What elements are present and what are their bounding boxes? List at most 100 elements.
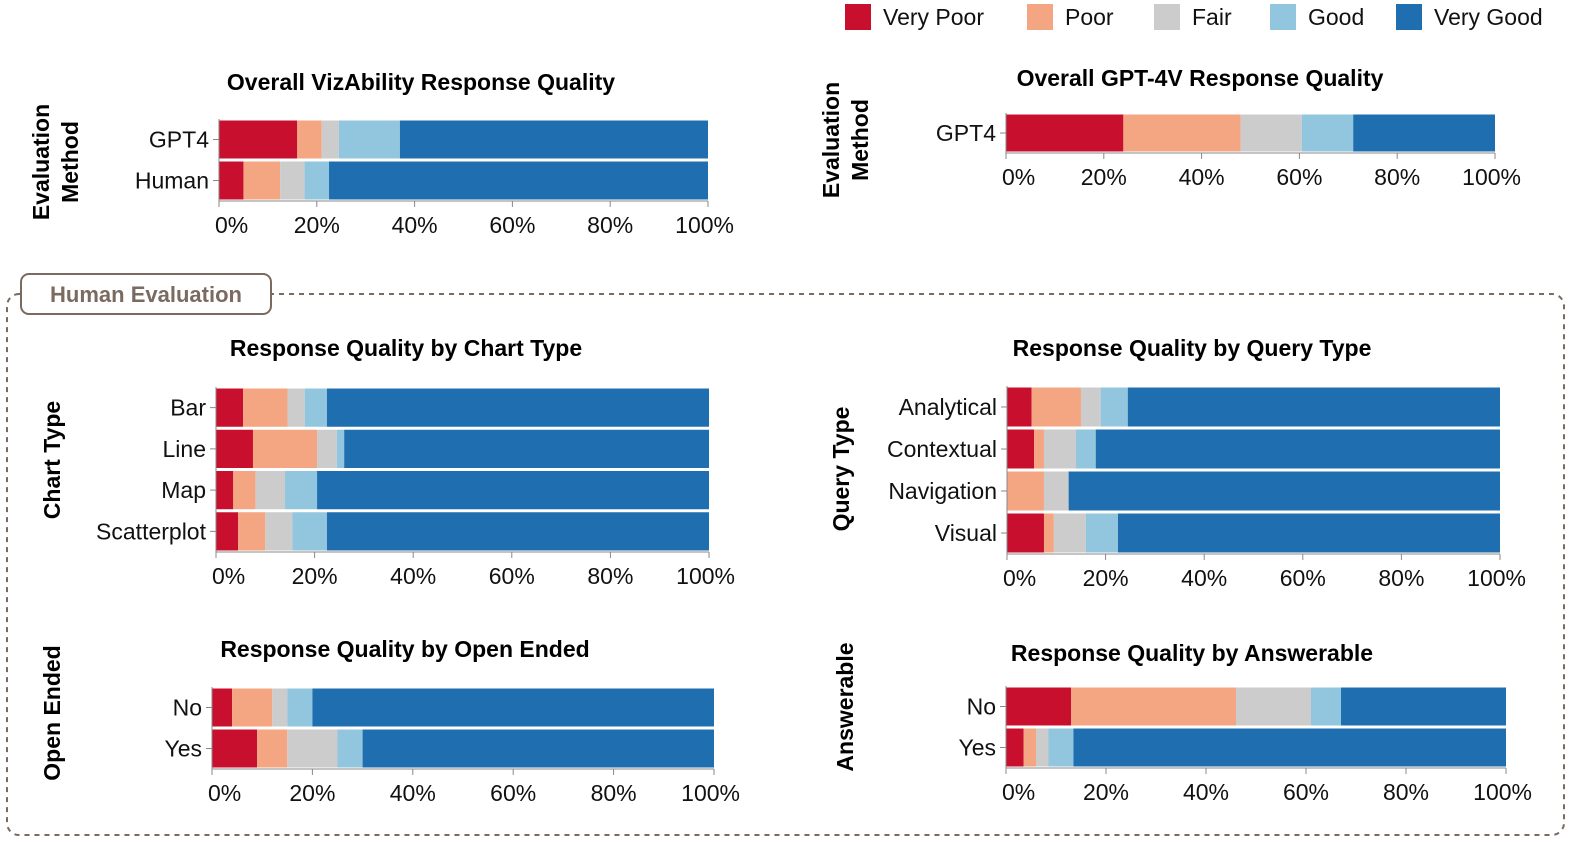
category-label: Bar bbox=[170, 395, 206, 421]
x-tick-label: 100% bbox=[681, 780, 740, 806]
legend-item-very-good: Very Good bbox=[1396, 4, 1543, 30]
bar-row-yes bbox=[1006, 728, 1506, 767]
x-tick-label: 20% bbox=[1083, 779, 1129, 805]
category-label: Human bbox=[135, 168, 209, 194]
bar-segment-good bbox=[1048, 728, 1074, 767]
bar-row-bar bbox=[216, 388, 709, 427]
chart-title: Response Quality by Answerable bbox=[1011, 640, 1373, 666]
category-label: No bbox=[173, 695, 202, 721]
bar-segment-good bbox=[304, 388, 327, 427]
chart-4: Response Quality by Query Type Query Type… bbox=[828, 335, 1526, 591]
bar-row-visual bbox=[1007, 513, 1500, 553]
human-evaluation-group: Human Evaluation bbox=[6, 273, 1565, 836]
bar-segment-fair bbox=[1043, 471, 1069, 511]
bar-segment-good bbox=[285, 471, 318, 510]
x-tick-label: 80% bbox=[1383, 779, 1429, 805]
bar-segment-poor bbox=[257, 729, 288, 768]
category-label: Map bbox=[161, 477, 206, 503]
bar-row-no bbox=[1006, 687, 1506, 726]
x-tick-label: 100% bbox=[676, 563, 735, 589]
x-tick-label: 20% bbox=[1083, 565, 1129, 591]
bar-row-gpt4 bbox=[1006, 114, 1495, 152]
chart-title: Overall GPT-4V Response Quality bbox=[1017, 65, 1384, 91]
bar-segment-very-poor bbox=[1007, 387, 1032, 427]
bar-segment-very-good bbox=[1353, 114, 1495, 152]
legend-label-fair: Fair bbox=[1192, 4, 1232, 30]
x-tick-label: 60% bbox=[489, 212, 535, 238]
bar-segment-poor bbox=[233, 471, 256, 510]
human-evaluation-label: Human Evaluation bbox=[50, 282, 242, 307]
category-label: GPT4 bbox=[149, 127, 209, 153]
bar-segment-poor bbox=[243, 161, 281, 200]
x-tick-label: 60% bbox=[1283, 779, 1329, 805]
legend-item-poor: Poor bbox=[1027, 4, 1114, 30]
bar-segment-fair bbox=[321, 120, 339, 159]
x-tick-label: 60% bbox=[1280, 565, 1326, 591]
human-evaluation-label-box bbox=[20, 273, 272, 315]
x-tick-label: 20% bbox=[289, 780, 335, 806]
chart-3: Response Quality by Chart Type Chart Type… bbox=[39, 335, 735, 589]
bar-segment-fair bbox=[1053, 513, 1086, 553]
bar-segment-very-good bbox=[326, 512, 709, 551]
category-label: Contextual bbox=[887, 436, 997, 462]
category-label: Navigation bbox=[888, 478, 997, 504]
chart-5: Response Quality by Open Ended Open Ended… bbox=[39, 636, 740, 806]
bar-segment-very-poor bbox=[1006, 687, 1071, 726]
bar-segment-good bbox=[1301, 114, 1354, 152]
y-axis-title: Answerable bbox=[832, 642, 858, 771]
legend-item-very-poor: Very Poor bbox=[845, 4, 984, 30]
bar-segment-very-good bbox=[1341, 687, 1506, 726]
bar-segment-very-good bbox=[1073, 728, 1506, 767]
legend-swatch-good bbox=[1270, 4, 1296, 30]
bar-row-yes bbox=[212, 729, 714, 768]
legend-label-good: Good bbox=[1308, 4, 1364, 30]
bar-segment-poor bbox=[1023, 728, 1036, 767]
bar-segment-poor bbox=[297, 120, 322, 159]
bar-segment-very-good bbox=[362, 729, 714, 768]
x-tick-label: 100% bbox=[1467, 565, 1526, 591]
bar-segment-very-poor bbox=[1007, 429, 1035, 469]
bar-segment-very-good bbox=[329, 161, 708, 200]
x-tick-label: 80% bbox=[587, 212, 633, 238]
x-tick-label: 80% bbox=[1378, 565, 1424, 591]
chart-title: Response Quality by Open Ended bbox=[220, 636, 589, 662]
bar-segment-very-poor bbox=[212, 688, 233, 727]
category-label: Yes bbox=[958, 735, 996, 761]
bar-segment-poor bbox=[1043, 513, 1054, 553]
bar-segment-poor bbox=[1071, 687, 1236, 726]
bar-segment-fair bbox=[287, 729, 338, 768]
x-tick-label: 0% bbox=[1003, 565, 1036, 591]
category-label: Visual bbox=[935, 520, 997, 546]
human-evaluation-group-border bbox=[6, 293, 1565, 836]
bar-segment-fair bbox=[317, 429, 337, 468]
bar-segment-very-good bbox=[344, 429, 709, 468]
chart-title: Overall VizAbility Response Quality bbox=[227, 69, 615, 95]
chart-1: Overall VizAbility Response Quality Evalu… bbox=[28, 69, 734, 238]
chart-title: Response Quality by Chart Type bbox=[230, 335, 582, 361]
x-tick-label: 100% bbox=[675, 212, 734, 238]
x-tick-label: 60% bbox=[1276, 164, 1322, 190]
legend-swatch-very-good bbox=[1396, 4, 1422, 30]
legend-label-poor: Poor bbox=[1065, 4, 1114, 30]
bar-segment-good bbox=[1311, 687, 1341, 726]
bar-segment-fair bbox=[1080, 387, 1101, 427]
bar-segment-good bbox=[338, 120, 400, 159]
x-tick-label: 80% bbox=[1374, 164, 1420, 190]
x-tick-label: 80% bbox=[591, 780, 637, 806]
category-label: Analytical bbox=[899, 394, 997, 420]
bar-segment-good bbox=[304, 161, 330, 200]
legend-swatch-very-poor bbox=[845, 4, 871, 30]
bar-segment-very-poor bbox=[212, 729, 258, 768]
category-label: Line bbox=[163, 436, 206, 462]
bar-segment-very-good bbox=[326, 388, 709, 427]
x-tick-label: 0% bbox=[1002, 779, 1035, 805]
x-tick-label: 20% bbox=[294, 212, 340, 238]
x-tick-label: 0% bbox=[208, 780, 241, 806]
bar-row-map bbox=[216, 471, 709, 510]
bar-segment-good bbox=[1076, 429, 1096, 469]
x-tick-label: 100% bbox=[1462, 164, 1521, 190]
bar-row-scatterplot bbox=[216, 512, 709, 551]
legend-label-very-poor: Very Poor bbox=[883, 4, 984, 30]
bar-row-contextual bbox=[1007, 429, 1500, 469]
bar-segment-very-poor bbox=[219, 120, 298, 159]
